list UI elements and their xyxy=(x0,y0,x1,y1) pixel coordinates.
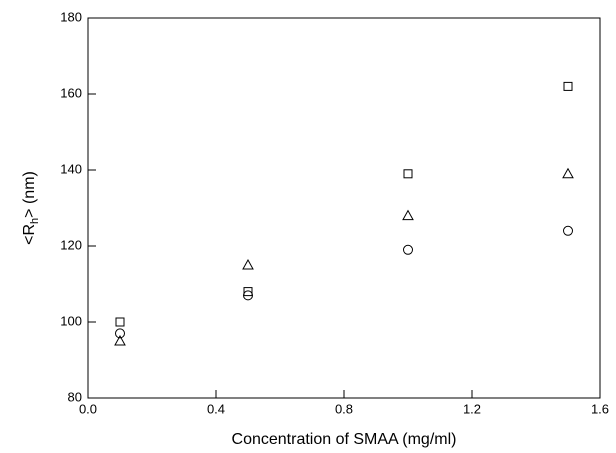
point-square xyxy=(243,287,253,297)
x-tick-label: 0.0 xyxy=(79,401,97,416)
x-tick-label: 1.2 xyxy=(463,401,481,416)
y-tick-label: 80 xyxy=(68,389,82,404)
y-tick-label: 140 xyxy=(60,161,82,176)
point-circle xyxy=(563,225,573,236)
point-triangle xyxy=(402,209,414,221)
y-tick-label: 180 xyxy=(60,9,82,24)
x-tick-label: 1.6 xyxy=(591,401,609,416)
plot-frame xyxy=(87,17,601,399)
y-tick-label: 120 xyxy=(60,237,82,252)
point-circle xyxy=(115,328,125,339)
y-title-sub: h xyxy=(29,218,41,224)
point-triangle xyxy=(562,167,574,179)
x-axis-title: Concentration of SMAA (mg/ml) xyxy=(232,431,457,448)
point-square xyxy=(403,169,413,179)
point-square xyxy=(563,81,573,91)
point-triangle xyxy=(242,258,254,270)
y-title-tail: > (nm) xyxy=(21,171,38,218)
point-square xyxy=(115,317,125,327)
point-circle xyxy=(403,244,413,255)
y-title-main: <R xyxy=(21,224,38,245)
x-tick-label: 0.8 xyxy=(335,401,353,416)
y-tick-label: 160 xyxy=(60,85,82,100)
x-tick-label: 0.4 xyxy=(207,401,225,416)
point-triangle xyxy=(114,334,126,346)
point-circle xyxy=(243,290,253,301)
y-tick-label: 100 xyxy=(60,313,82,328)
y-axis-title: <Rh> (nm) xyxy=(21,171,41,245)
